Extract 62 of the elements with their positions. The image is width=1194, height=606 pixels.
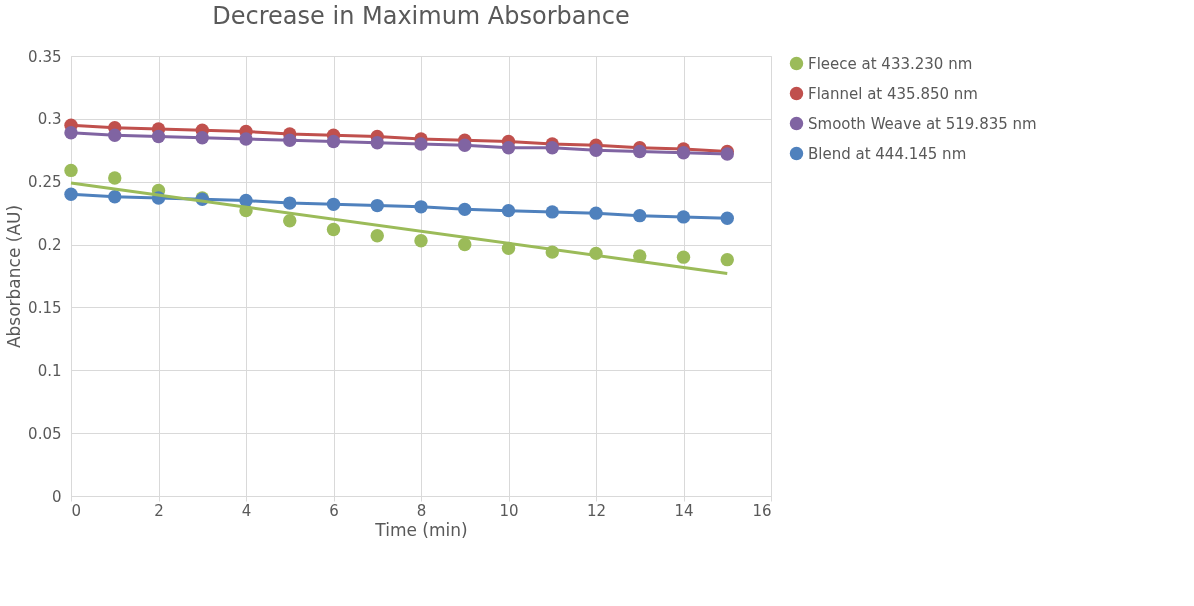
- legend-label: Blend at 444.145 nm: [808, 144, 967, 163]
- point: [633, 144, 647, 159]
- y-axis-title: Absorbance (AU): [4, 204, 25, 349]
- y-tick-label: 0.15: [28, 298, 62, 317]
- point: [458, 202, 472, 217]
- x-tick-label: 12: [586, 501, 607, 520]
- y-tick-label: 0: [51, 487, 62, 506]
- legend-label: Smooth Weave at 519.835 nm: [808, 114, 1037, 133]
- point: [64, 163, 78, 178]
- legend-label: Fleece at 433.230 nm: [808, 54, 973, 73]
- point: [501, 141, 516, 155]
- point: [676, 146, 691, 160]
- point: [720, 252, 734, 267]
- y-tick-label: 0.05: [28, 424, 62, 443]
- point: [64, 125, 78, 140]
- x-tick-label: 10: [499, 501, 519, 520]
- point: [239, 132, 253, 146]
- point: [326, 134, 341, 149]
- point: [326, 222, 341, 237]
- point: [676, 250, 691, 264]
- point: [283, 213, 297, 228]
- y-tick-label: 0.35: [28, 47, 62, 66]
- y-tick-label: 0.3: [37, 110, 62, 129]
- x-tick-label: 2: [154, 501, 164, 520]
- point: [239, 193, 253, 208]
- x-tick-label: 0: [71, 501, 82, 520]
- point: [633, 208, 647, 223]
- point: [370, 198, 384, 213]
- x-tick-label: 14: [674, 501, 694, 520]
- point: [501, 203, 516, 218]
- y-tick-label: 0.2: [37, 236, 62, 255]
- point: [545, 141, 559, 155]
- point: [195, 131, 209, 145]
- chart-title: Decrease in Maximum Absorbance: [212, 2, 630, 30]
- point: [326, 197, 341, 212]
- y-tick-label: 0.25: [28, 173, 62, 192]
- x-axis-title: Time (min): [374, 519, 468, 540]
- point: [545, 205, 559, 219]
- point: [108, 128, 122, 142]
- x-tick-label: 8: [416, 501, 427, 520]
- point: [589, 143, 603, 157]
- point: [589, 206, 603, 220]
- point: [108, 190, 122, 204]
- point: [414, 200, 428, 214]
- legend-label: Flannel at 435.850 nm: [808, 84, 978, 103]
- x-tick-label: 16: [752, 501, 772, 520]
- point: [108, 171, 122, 185]
- point: [370, 229, 384, 243]
- point: [414, 234, 428, 248]
- point: [458, 237, 472, 252]
- point: [283, 133, 297, 147]
- x-tick-label: 6: [329, 501, 339, 520]
- point: [64, 187, 78, 201]
- point: [414, 137, 428, 151]
- point: [676, 210, 691, 224]
- point: [151, 129, 166, 144]
- point: [458, 138, 472, 152]
- x-tick-label: 4: [241, 501, 252, 520]
- point: [720, 211, 734, 225]
- y-tick-label: 0.1: [37, 361, 62, 380]
- point: [283, 196, 297, 210]
- point: [370, 136, 384, 150]
